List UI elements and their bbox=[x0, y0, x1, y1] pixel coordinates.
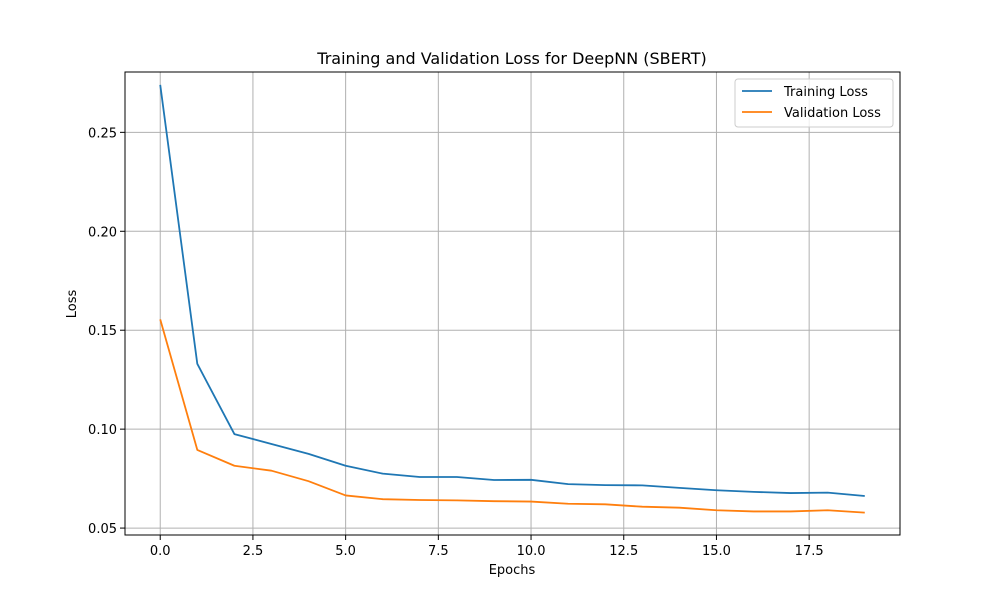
x-tick-label: 5.0 bbox=[335, 544, 356, 559]
legend: Training Loss Validation Loss bbox=[734, 78, 894, 128]
y-axis-ticks: 0.05 0.10 0.15 0.20 0.25 bbox=[88, 126, 125, 537]
series-line-training-loss bbox=[159, 84, 865, 497]
y-tick-label: 0.15 bbox=[88, 324, 117, 339]
x-tick-label: 15.0 bbox=[702, 544, 731, 559]
x-tick-label: 2.5 bbox=[243, 544, 264, 559]
y-tick-label: 0.20 bbox=[88, 225, 117, 240]
y-tick-label: 0.25 bbox=[88, 126, 117, 141]
legend-label: Training Loss bbox=[783, 85, 868, 100]
grid-lines bbox=[125, 72, 900, 535]
x-tick-label: 12.5 bbox=[609, 544, 638, 559]
y-axis-label: Loss bbox=[65, 290, 80, 319]
series-lines bbox=[159, 84, 865, 514]
y-tick-label: 0.05 bbox=[88, 522, 117, 537]
legend-box bbox=[734, 78, 894, 128]
x-axis-label: Epochs bbox=[489, 563, 536, 578]
legend-label: Validation Loss bbox=[784, 106, 881, 121]
series-line-validation-loss bbox=[159, 319, 865, 514]
plot-area-frame bbox=[124, 71, 901, 536]
x-tick-label: 7.5 bbox=[428, 544, 449, 559]
x-axis-ticks: 0.0 2.5 5.0 7.5 10.0 12.5 15.0 17.5 bbox=[150, 535, 824, 559]
x-tick-label: 0.0 bbox=[150, 544, 171, 559]
y-tick-label: 0.10 bbox=[88, 423, 117, 438]
x-tick-label: 17.5 bbox=[795, 544, 824, 559]
chart-title: Training and Validation Loss for DeepNN … bbox=[316, 49, 706, 68]
x-tick-label: 10.0 bbox=[517, 544, 546, 559]
